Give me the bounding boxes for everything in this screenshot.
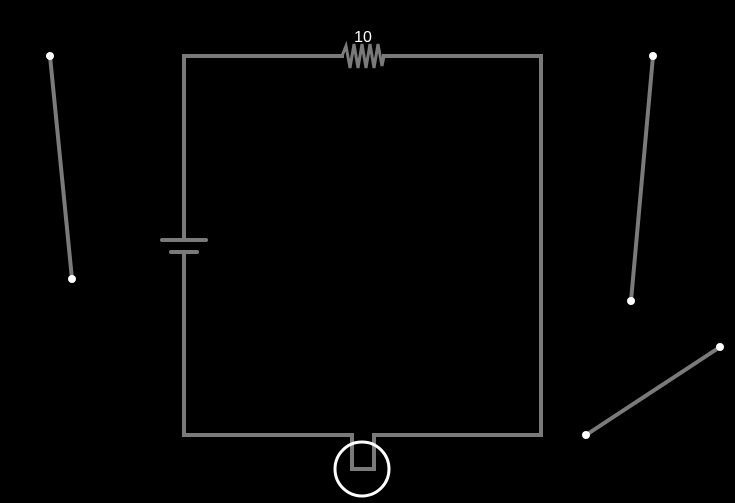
loose-wire-left-start-handle[interactable]	[46, 52, 54, 60]
loose-wire-right-start-handle[interactable]	[649, 52, 657, 60]
loose-wire-diagonal-end-handle[interactable]	[716, 343, 724, 351]
loose-wire-right-end-handle[interactable]	[627, 297, 635, 305]
loose-wire-left[interactable]	[46, 52, 76, 283]
resistor-icon	[340, 40, 386, 69]
loose-wire-diagonal[interactable]	[582, 343, 724, 439]
loose-wire-left-end-handle[interactable]	[68, 275, 76, 283]
loose-wire-right-segment[interactable]	[629, 54, 655, 303]
switch[interactable]	[333, 433, 391, 498]
circuit-loop	[182, 54, 543, 437]
switch-icon	[333, 433, 391, 498]
loose-wire-diagonal-segment[interactable]	[584, 345, 722, 437]
loose-wire-diagonal-start-handle[interactable]	[582, 431, 590, 439]
resistor-value-label: 10	[354, 29, 372, 46]
resistor[interactable]: 10	[340, 29, 386, 69]
loose-wire-right[interactable]	[627, 52, 657, 305]
battery-icon	[160, 238, 208, 254]
loose-wire-left-segment[interactable]	[48, 54, 74, 281]
battery[interactable]	[160, 238, 208, 254]
